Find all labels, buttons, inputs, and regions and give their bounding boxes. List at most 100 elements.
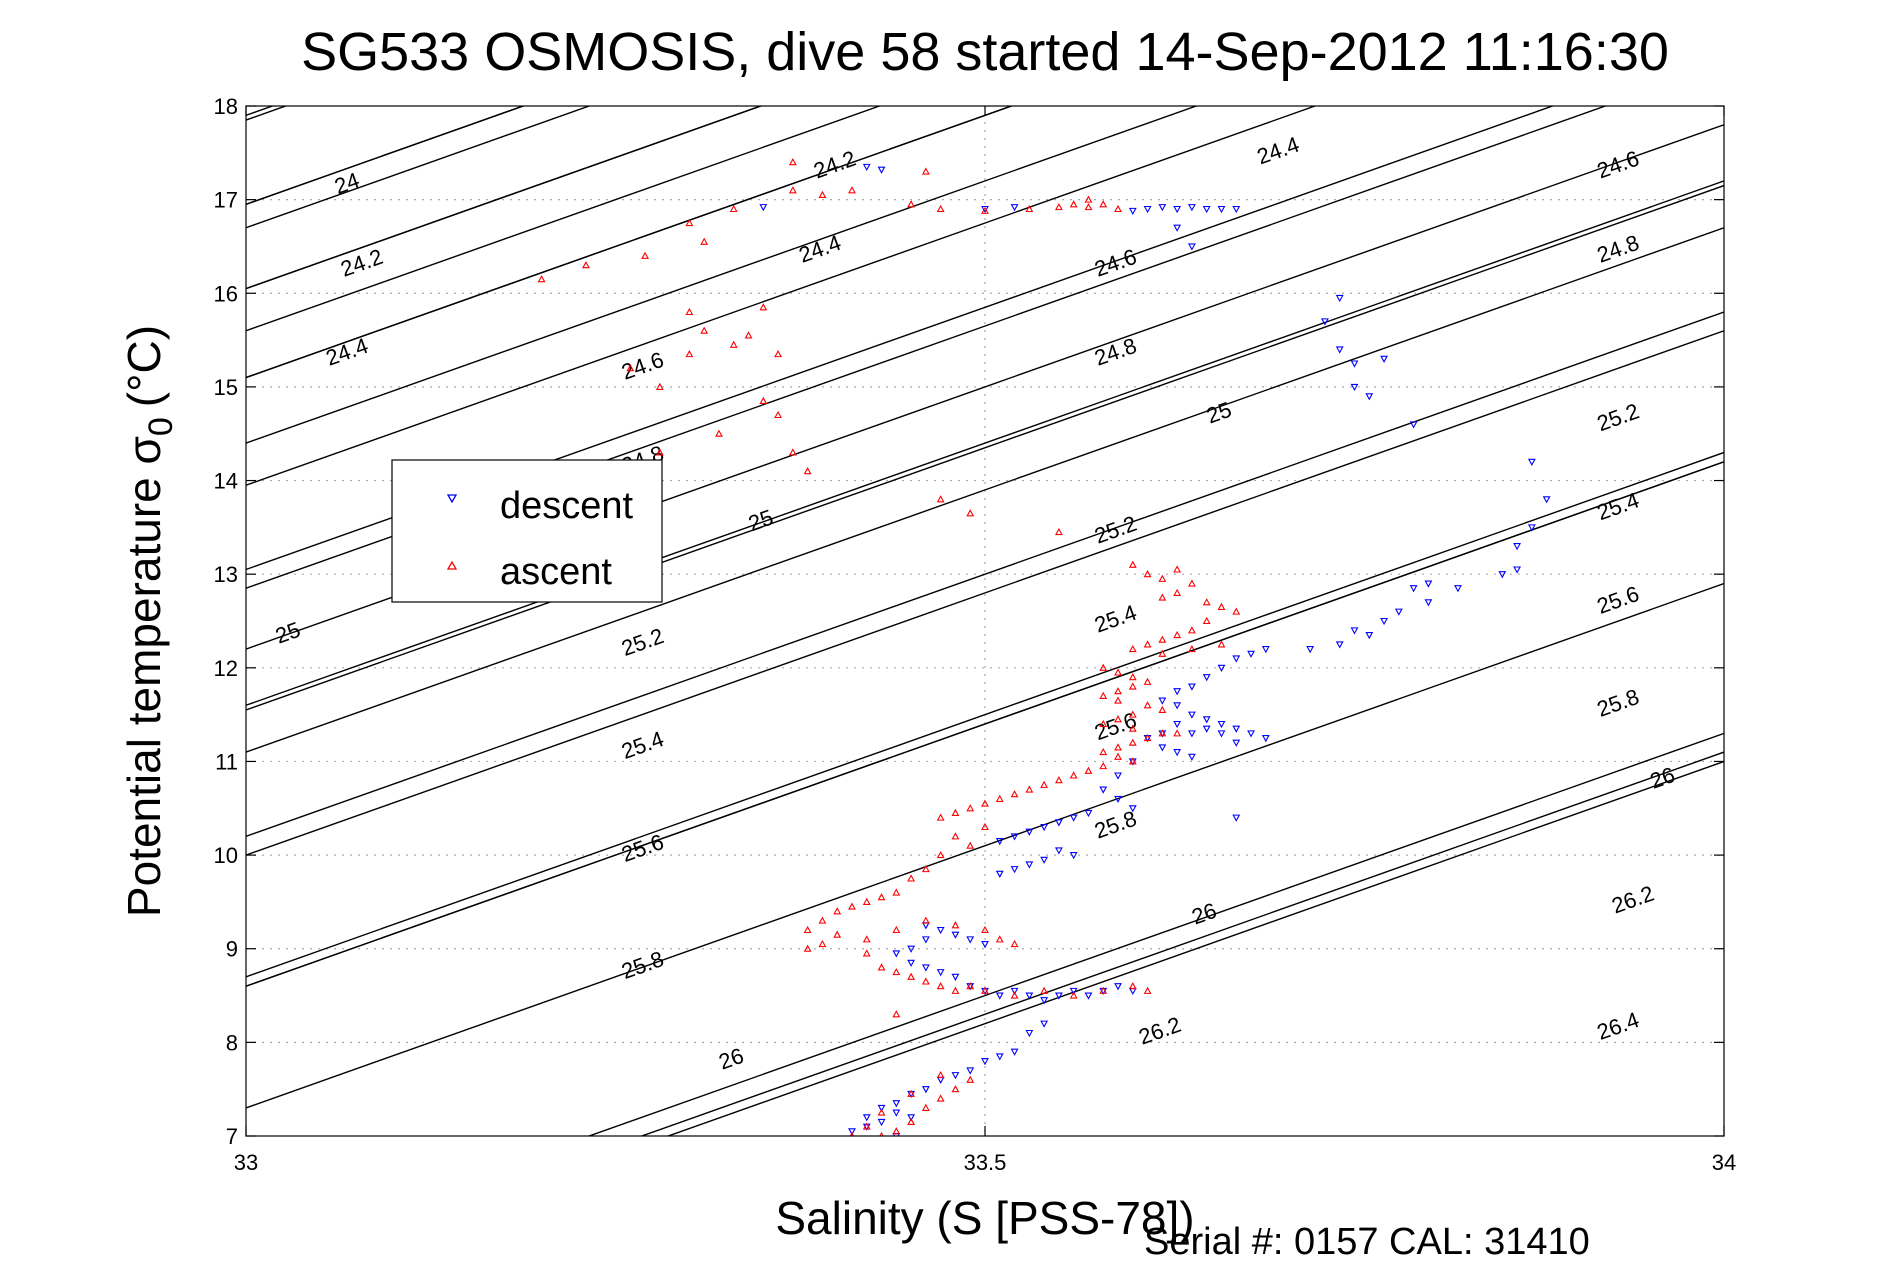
x-tick-label-0: 33 bbox=[234, 1150, 258, 1175]
ascent-point-53 bbox=[1143, 640, 1152, 648]
ascent-point-56 bbox=[1187, 644, 1196, 653]
ascent-point-137 bbox=[966, 1075, 975, 1083]
ascent-point-58 bbox=[1099, 663, 1108, 671]
ascent-point-57 bbox=[1217, 640, 1226, 648]
isopycnal-line-27 bbox=[639, 751, 1724, 1136]
descent-point-74 bbox=[1010, 833, 1019, 841]
descent-point-110 bbox=[995, 1053, 1004, 1061]
ascent-point-6 bbox=[936, 204, 945, 213]
descent-point-120 bbox=[907, 1114, 916, 1122]
ascent-point-97 bbox=[907, 874, 916, 882]
descent-point-78 bbox=[1040, 856, 1049, 864]
descent-point-32 bbox=[1424, 599, 1433, 607]
descent-point-103 bbox=[1084, 992, 1093, 1000]
ascent-point-117 bbox=[892, 967, 901, 976]
ascent-point-140 bbox=[877, 1108, 886, 1116]
descent-point-109 bbox=[1010, 1048, 1019, 1056]
descent-point-77 bbox=[1069, 852, 1078, 860]
ascent-point-100 bbox=[862, 897, 871, 905]
descent-point-71 bbox=[1054, 819, 1063, 827]
ascent-point-24 bbox=[759, 303, 768, 311]
ascent-point-101 bbox=[848, 902, 856, 910]
isopycnal-label-11: 24.8 bbox=[1594, 230, 1643, 268]
x-tick-label-2: 34 bbox=[1712, 1150, 1736, 1175]
ascent-point-91 bbox=[936, 813, 945, 821]
isopycnal-line-23 bbox=[246, 106, 1199, 444]
isopycnal-line-21 bbox=[246, 451, 1724, 978]
isopycnal-line-15 bbox=[246, 227, 1724, 753]
x-axis-label: Salinity (S [PSS-78]) bbox=[775, 1192, 1194, 1244]
descent-point-118 bbox=[877, 1104, 886, 1113]
isopycnal-label-23: 25.6 bbox=[1594, 581, 1643, 619]
descent-point-105 bbox=[1114, 983, 1122, 991]
descent-point-100 bbox=[1040, 997, 1049, 1005]
y-axis-label-sub: 0 bbox=[142, 417, 180, 436]
descent-point-61 bbox=[1158, 744, 1167, 752]
descent-point-117 bbox=[892, 1100, 901, 1108]
ascent-point-36 bbox=[936, 495, 945, 503]
ascent-point-7 bbox=[981, 206, 989, 214]
descent-point-88 bbox=[921, 936, 930, 944]
descent-point-23 bbox=[1527, 458, 1536, 466]
ascent-point-23 bbox=[744, 331, 753, 339]
ascent-point-28 bbox=[626, 364, 635, 372]
plot-frame bbox=[245, 105, 1725, 1137]
ascent-point-0 bbox=[788, 158, 797, 166]
ascent-point-22 bbox=[700, 326, 709, 334]
descent-point-85 bbox=[951, 931, 960, 939]
legend-marker-descent bbox=[446, 494, 458, 504]
descent-point-76 bbox=[1054, 847, 1063, 855]
descent-point-16 bbox=[1321, 318, 1329, 326]
ascent-point-87 bbox=[995, 794, 1004, 802]
ascent-point-122 bbox=[966, 982, 975, 990]
descent-point-52 bbox=[1247, 730, 1255, 738]
descent-point-98 bbox=[1010, 987, 1019, 996]
ascent-point-76 bbox=[1114, 743, 1122, 751]
ascent-point-124 bbox=[1010, 991, 1019, 999]
descent-point-92 bbox=[921, 964, 930, 972]
ascent-point-113 bbox=[818, 939, 827, 948]
descent-point-7 bbox=[1158, 204, 1167, 212]
isopycnal-labels: 2424.224.224.424.424.424.624.624.624.824… bbox=[272, 131, 1678, 1074]
ascent-point-9 bbox=[1054, 202, 1063, 211]
descent-point-125 bbox=[862, 1114, 871, 1122]
descent-point-101 bbox=[1054, 992, 1063, 1000]
descent-point-0 bbox=[862, 163, 871, 172]
ascent-point-12 bbox=[1099, 200, 1108, 208]
descent-point-70 bbox=[1069, 814, 1078, 822]
descent-point-25 bbox=[1527, 524, 1536, 532]
y-tick-label-5: 12 bbox=[214, 656, 238, 681]
ascent-point-44 bbox=[1173, 588, 1182, 596]
ascent-point-95 bbox=[936, 850, 945, 859]
ascent-point-33 bbox=[655, 448, 664, 456]
ascent-point-104 bbox=[803, 925, 812, 934]
descent-point-30 bbox=[1424, 580, 1433, 588]
ascent-point-115 bbox=[862, 949, 871, 957]
ascent-point-72 bbox=[1158, 729, 1167, 737]
y-tick-label-8: 15 bbox=[214, 375, 238, 400]
ascent-point-125 bbox=[1040, 986, 1049, 994]
ascent-point-68 bbox=[1128, 710, 1137, 718]
y-tick-label-10: 17 bbox=[214, 188, 238, 213]
ascent-point-74 bbox=[1143, 733, 1152, 742]
isopycnal-label-29: 26 bbox=[1647, 762, 1678, 794]
isopycnal-label-10: 24.8 bbox=[1091, 333, 1140, 371]
ascent-point-123 bbox=[981, 986, 989, 994]
axis-ticks: 33 33.5 34 7 8 9 10 11 12 13 14 15 16 17 18 bbox=[214, 94, 1737, 1175]
ascent-point-107 bbox=[892, 925, 901, 934]
descent-point-93 bbox=[936, 969, 945, 977]
ascent-point-112 bbox=[1010, 939, 1019, 948]
ascent-point-129 bbox=[1143, 986, 1152, 994]
ascent-point-49 bbox=[1202, 616, 1211, 625]
isopycnal-label-8: 24.6 bbox=[1594, 146, 1643, 184]
descent-point-1 bbox=[877, 166, 886, 174]
ascent-point-19 bbox=[582, 261, 590, 269]
descent-point-34 bbox=[1380, 617, 1388, 626]
isopycnal-line-9 bbox=[246, 106, 763, 290]
ascent-point-62 bbox=[1128, 682, 1137, 690]
descent-point-99 bbox=[1025, 992, 1034, 1000]
ascent-point-8 bbox=[1025, 204, 1034, 213]
descent-point-24 bbox=[1542, 496, 1551, 504]
descent-point-31 bbox=[1409, 585, 1418, 593]
descent-point-10 bbox=[1202, 205, 1211, 214]
